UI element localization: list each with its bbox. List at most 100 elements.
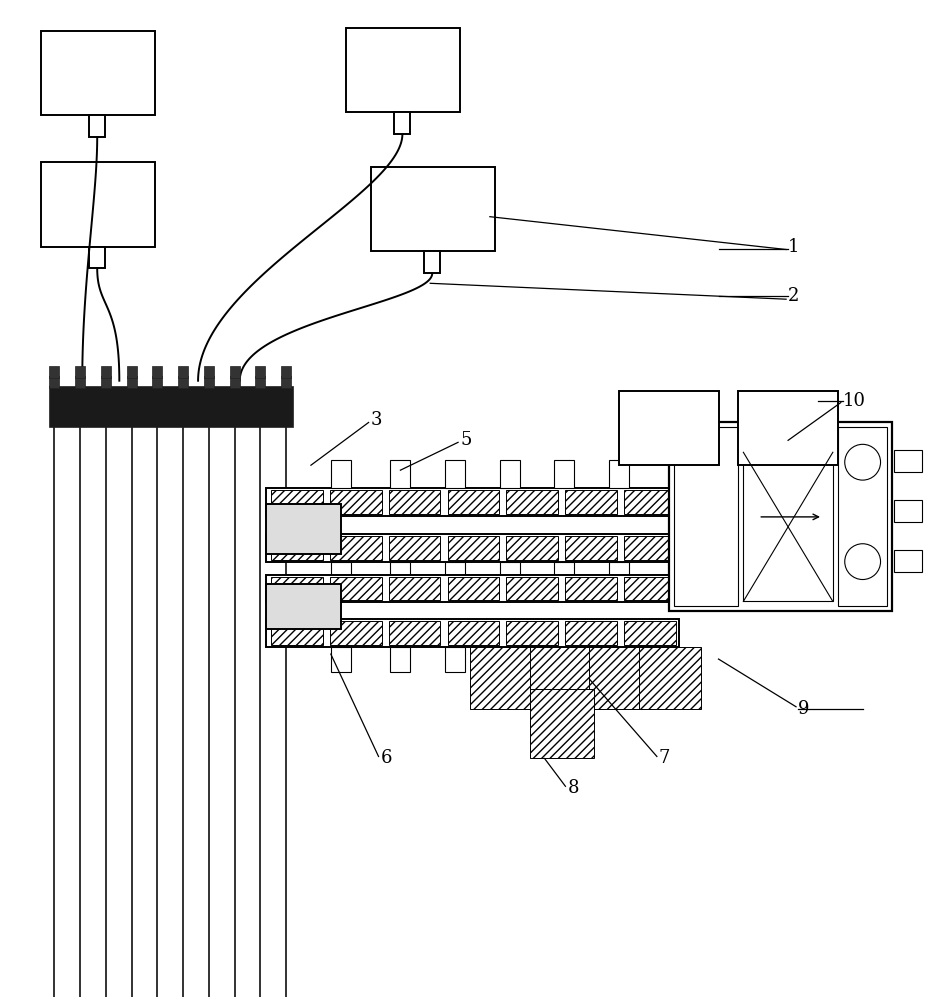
Bar bbox=[624, 577, 676, 600]
Bar bbox=[669, 422, 892, 611]
Bar bbox=[266, 504, 341, 554]
Bar bbox=[609, 460, 629, 488]
Text: 9: 9 bbox=[798, 700, 810, 718]
Text: 3: 3 bbox=[371, 411, 382, 429]
Bar bbox=[390, 647, 410, 672]
Bar bbox=[330, 621, 382, 645]
Bar bbox=[204, 376, 213, 388]
Bar bbox=[50, 386, 293, 427]
Bar bbox=[388, 621, 441, 645]
Bar bbox=[101, 366, 110, 378]
Bar bbox=[554, 460, 575, 488]
Bar bbox=[229, 376, 240, 388]
Bar bbox=[256, 376, 265, 388]
Bar bbox=[178, 366, 188, 378]
Bar bbox=[330, 536, 382, 560]
Bar bbox=[590, 647, 651, 709]
Bar bbox=[895, 550, 922, 572]
Bar bbox=[609, 647, 629, 672]
Bar bbox=[895, 500, 922, 522]
Bar bbox=[530, 647, 592, 709]
Bar bbox=[281, 366, 291, 378]
Bar bbox=[50, 376, 60, 388]
Bar bbox=[554, 647, 575, 672]
Bar bbox=[743, 452, 833, 601]
Text: 6: 6 bbox=[381, 749, 392, 767]
Bar bbox=[266, 584, 341, 629]
Text: 1: 1 bbox=[788, 238, 799, 256]
Bar bbox=[229, 366, 240, 378]
Bar bbox=[506, 577, 558, 600]
Bar bbox=[447, 621, 499, 645]
Bar bbox=[424, 251, 440, 273]
Bar bbox=[470, 647, 532, 709]
Bar bbox=[390, 460, 410, 488]
Bar bbox=[50, 366, 60, 378]
Bar bbox=[624, 490, 676, 514]
Text: 8: 8 bbox=[567, 779, 578, 797]
Bar bbox=[674, 427, 739, 606]
Bar bbox=[266, 575, 679, 602]
Bar bbox=[330, 577, 382, 600]
Bar bbox=[619, 391, 719, 465]
Bar bbox=[388, 536, 441, 560]
Bar bbox=[639, 647, 701, 709]
Bar bbox=[266, 534, 679, 562]
Bar bbox=[330, 562, 351, 589]
Bar bbox=[500, 562, 519, 589]
Bar bbox=[271, 490, 323, 514]
Bar bbox=[565, 490, 617, 514]
Text: 7: 7 bbox=[659, 749, 670, 767]
Bar bbox=[554, 562, 575, 589]
Bar bbox=[266, 488, 679, 516]
Bar bbox=[89, 247, 105, 268]
Bar bbox=[500, 647, 519, 672]
Text: 2: 2 bbox=[788, 287, 799, 305]
Bar bbox=[89, 115, 105, 137]
Bar bbox=[447, 490, 499, 514]
Bar bbox=[40, 31, 154, 115]
Bar bbox=[271, 577, 323, 600]
Bar bbox=[256, 366, 265, 378]
Bar bbox=[388, 490, 441, 514]
Bar bbox=[153, 376, 162, 388]
Circle shape bbox=[845, 444, 881, 480]
Bar bbox=[739, 391, 838, 465]
Bar bbox=[446, 647, 465, 672]
Bar bbox=[624, 621, 676, 645]
Bar bbox=[271, 536, 323, 560]
Bar bbox=[895, 450, 922, 472]
Bar bbox=[345, 28, 461, 112]
Text: 5: 5 bbox=[461, 431, 472, 449]
Bar bbox=[609, 562, 629, 589]
Bar bbox=[506, 490, 558, 514]
Bar bbox=[565, 577, 617, 600]
Bar bbox=[446, 562, 465, 589]
Bar bbox=[506, 536, 558, 560]
Bar bbox=[565, 536, 617, 560]
Bar bbox=[500, 460, 519, 488]
Bar bbox=[178, 376, 188, 388]
Bar bbox=[126, 376, 137, 388]
Bar bbox=[371, 167, 495, 251]
Bar bbox=[40, 162, 154, 247]
Bar bbox=[446, 460, 465, 488]
Bar bbox=[75, 366, 85, 378]
Bar bbox=[565, 621, 617, 645]
Bar bbox=[390, 562, 410, 589]
Bar bbox=[394, 112, 410, 134]
Bar bbox=[388, 577, 441, 600]
Text: 10: 10 bbox=[842, 392, 866, 410]
Bar bbox=[624, 536, 676, 560]
Bar bbox=[153, 366, 162, 378]
Bar bbox=[266, 619, 679, 647]
Bar bbox=[204, 366, 213, 378]
Bar bbox=[330, 490, 382, 514]
Bar bbox=[330, 460, 351, 488]
Bar bbox=[838, 427, 887, 606]
Bar bbox=[530, 689, 594, 758]
Bar bbox=[101, 376, 110, 388]
Bar bbox=[271, 621, 323, 645]
Circle shape bbox=[845, 544, 881, 580]
Bar bbox=[447, 577, 499, 600]
